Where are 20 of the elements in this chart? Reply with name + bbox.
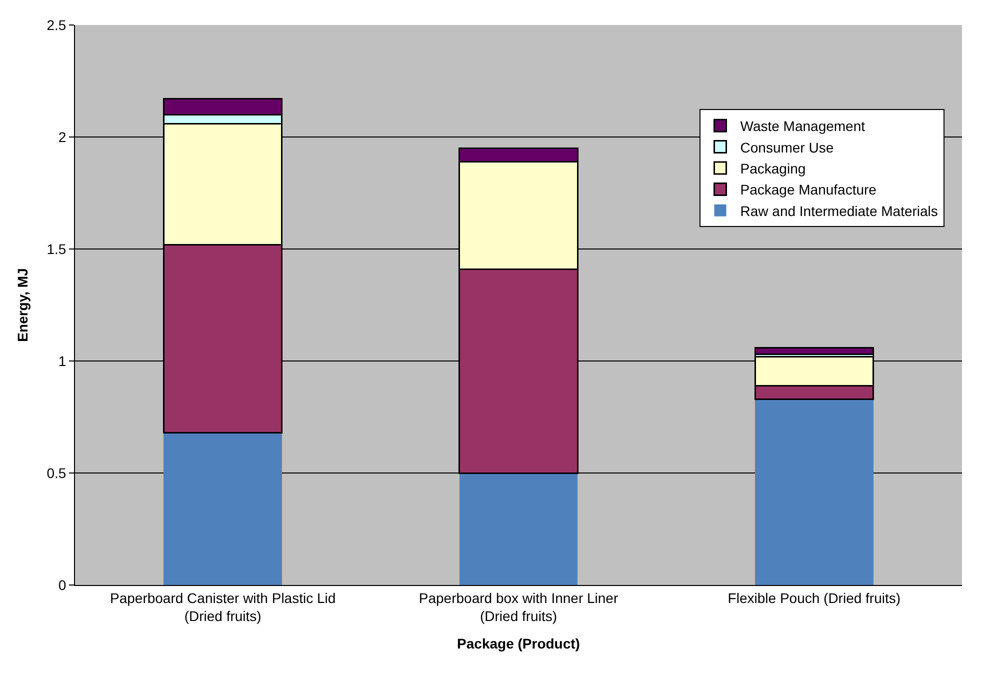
y-tick-label: 2.5 xyxy=(46,16,66,33)
bar xyxy=(755,399,874,585)
y-tick-label: 0.5 xyxy=(46,464,66,481)
x-axis-title: Package (Product) xyxy=(457,635,580,652)
x-tick-label: Paperboard box with Inner Liner (Dried fruits) xyxy=(418,590,618,624)
legend-label: Raw and Intermediate Materials xyxy=(740,202,938,219)
y-tick-label: 0 xyxy=(58,576,66,593)
y-axis-title: Energy, MJ xyxy=(14,268,30,342)
bar xyxy=(754,346,874,356)
y-tick-label: 1.5 xyxy=(46,240,66,257)
legend-label: Consumer Use xyxy=(740,139,834,156)
x-tick-label: Flexible Pouch (Dried fruits) xyxy=(728,590,901,606)
bar xyxy=(164,432,282,585)
legend-label: Packaging xyxy=(740,160,806,176)
x-tick-label: Paperboard Canister with Plastic Lid (Dried fruits) xyxy=(110,590,336,624)
legend-label: Waste Management xyxy=(740,118,866,134)
y-tick-label: 1 xyxy=(58,352,66,369)
legend-label: Package Manufacture xyxy=(740,182,877,198)
y-tick-label: 2 xyxy=(58,128,66,145)
bar xyxy=(459,473,578,585)
